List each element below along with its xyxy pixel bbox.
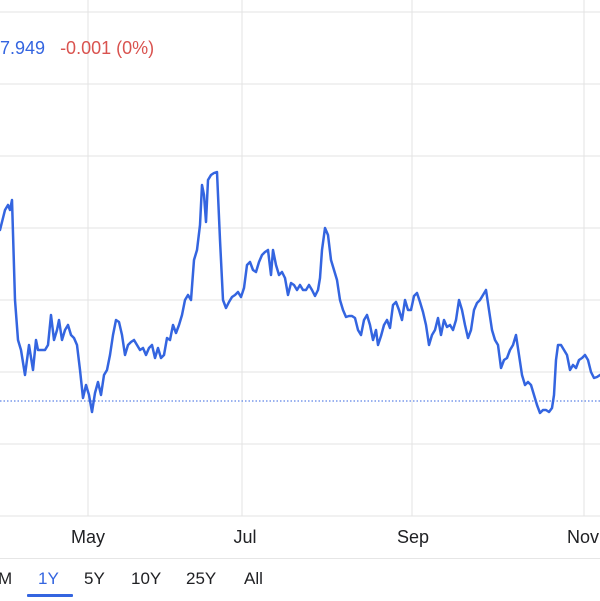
x-tick-label: Nov [567, 527, 599, 547]
range-button-5y[interactable]: 5Y [84, 569, 105, 588]
range-button-all[interactable]: All [244, 569, 263, 588]
x-tick-label: Sep [397, 527, 429, 547]
quote-price: 7.949 [0, 38, 46, 58]
time-range-selector: M 1Y 5Y 10Y 25Y All [0, 558, 600, 601]
price-series-line [0, 170, 600, 415]
x-tick-label: Jul [233, 527, 256, 547]
chart-gridlines [0, 0, 600, 517]
x-axis-tick-labels: May Jul Sep Nov [71, 527, 599, 547]
range-button-m[interactable]: M [0, 569, 13, 588]
price-line-layer [0, 170, 600, 415]
range-button-1y[interactable]: 1Y [38, 569, 59, 588]
x-tick-label: May [71, 527, 105, 547]
range-button-25y[interactable]: 25Y [186, 569, 217, 588]
active-range-indicator [27, 594, 73, 597]
quote-header: 7.949 -0.001 (0%) [0, 38, 154, 59]
quote-change: -0.001 (0%) [60, 38, 155, 58]
range-button-10y[interactable]: 10Y [131, 569, 162, 588]
